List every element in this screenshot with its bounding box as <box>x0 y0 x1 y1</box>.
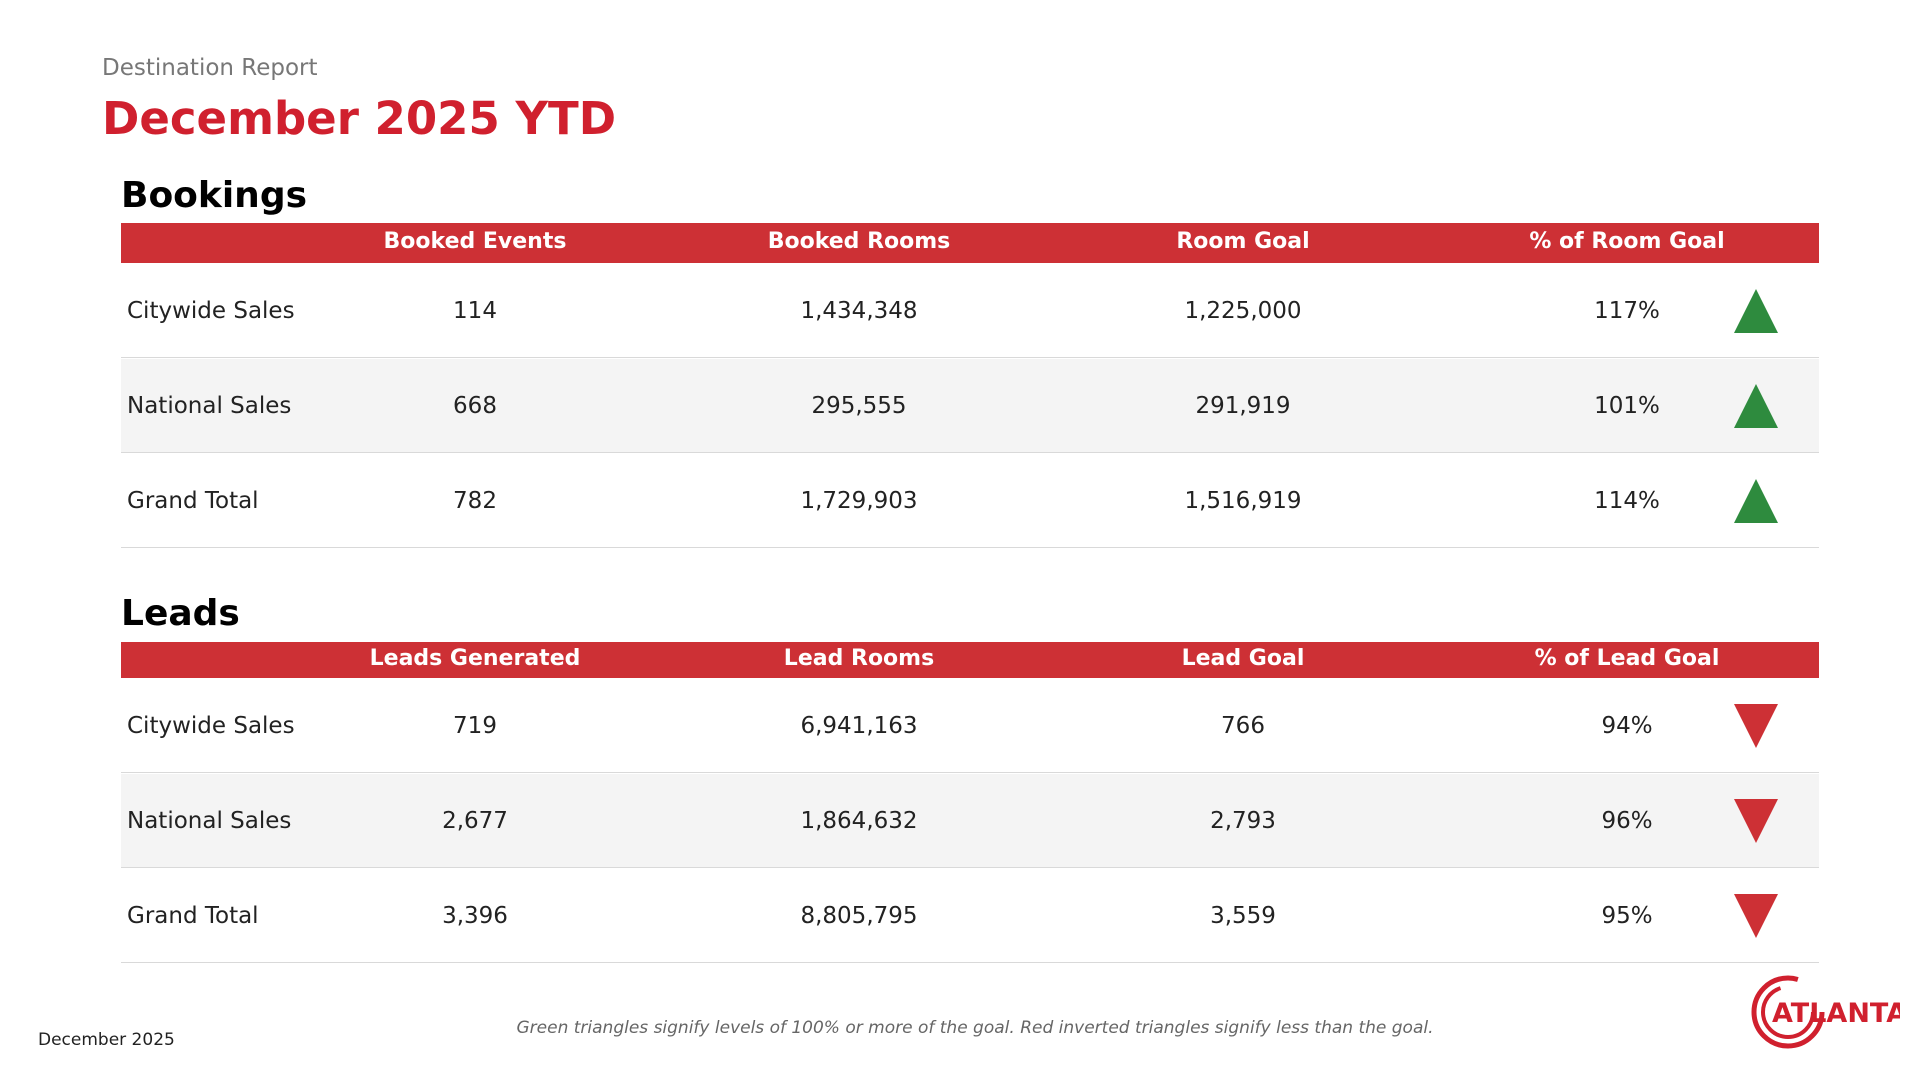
column-header: Leads Generated <box>369 646 581 671</box>
cell: 1,225,000 <box>1184 297 1302 324</box>
cell: 719 <box>453 712 497 739</box>
row-label: National Sales <box>127 392 292 419</box>
triangle-down <box>1734 703 1778 748</box>
title: December 2025 YTD <box>102 92 617 145</box>
row-label: Citywide Sales <box>127 712 295 739</box>
logo-text: ATLANTA <box>1772 998 1900 1029</box>
column-header: % of Lead Goal <box>1534 646 1720 671</box>
triangle-down <box>1734 893 1778 938</box>
row-label: Grand Total <box>127 902 259 929</box>
table-row: Citywide Sales 719 6,941,163 766 94% <box>121 679 1819 773</box>
cell: 295,555 <box>811 392 907 419</box>
table-row: Grand Total 3,396 8,805,795 3,559 95% <box>121 869 1819 963</box>
table-row: National Sales 668 295,555 291,919 101% <box>121 359 1819 453</box>
table-row: Grand Total 782 1,729,903 1,516,919 114% <box>121 454 1819 548</box>
triangle-down <box>1734 798 1778 843</box>
cell: 1,864,632 <box>800 807 918 834</box>
cell: 766 <box>1221 712 1265 739</box>
status-triangle <box>1734 478 1778 523</box>
cell: 1,729,903 <box>800 487 918 514</box>
footnote: Green triangles signify levels of 100% o… <box>516 1018 1434 1038</box>
status-triangle <box>1734 288 1778 333</box>
logo-ring <box>1751 975 1825 1049</box>
section-title: Leads <box>121 593 240 634</box>
cell: 8,805,795 <box>800 902 918 929</box>
cell: 3,396 <box>442 902 508 929</box>
table-header: Booked Events Booked Rooms Room Goal % of R… <box>121 223 1819 263</box>
subtitle: Destination Report <box>102 55 318 81</box>
cell: 1,516,919 <box>1184 487 1302 514</box>
column-header: Lead Goal <box>1181 646 1305 671</box>
row-label: Grand Total <box>127 487 259 514</box>
cell: 101% <box>1594 392 1660 419</box>
triangle-up <box>1734 383 1778 428</box>
row-label: Citywide Sales <box>127 297 295 324</box>
cell: 1,434,348 <box>800 297 918 324</box>
section-title: Bookings <box>121 175 308 216</box>
cell: 114% <box>1594 487 1660 514</box>
cell: 114 <box>453 297 497 324</box>
column-header: Room Goal <box>1176 229 1310 254</box>
cell: 782 <box>453 487 497 514</box>
cell: 291,919 <box>1195 392 1291 419</box>
logo: ATLANTA <box>1751 975 1900 1049</box>
cell: 3,559 <box>1210 902 1276 929</box>
triangle-up <box>1734 478 1778 523</box>
column-header: Lead Rooms <box>783 646 935 671</box>
status-triangle <box>1734 703 1778 748</box>
cell: 94% <box>1601 712 1653 739</box>
cell: 96% <box>1601 807 1653 834</box>
cell: 2,793 <box>1210 807 1276 834</box>
row-label: National Sales <box>127 807 292 834</box>
table-row: National Sales 2,677 1,864,632 2,793 96% <box>121 774 1819 868</box>
cell: 2,677 <box>442 807 508 834</box>
column-header: Booked Rooms <box>767 229 951 254</box>
cell: 95% <box>1601 902 1653 929</box>
cell: 6,941,163 <box>800 712 918 739</box>
cell: 668 <box>453 392 497 419</box>
column-header: % of Room Goal <box>1529 229 1725 254</box>
status-triangle <box>1734 893 1778 938</box>
logo-ring <box>1761 985 1815 1039</box>
footer-date: December 2025 <box>38 1030 175 1050</box>
column-header: Booked Events <box>383 229 567 254</box>
triangle-up <box>1734 288 1778 333</box>
status-triangle <box>1734 383 1778 428</box>
table-row: Citywide Sales 114 1,434,348 1,225,000 117% <box>121 264 1819 358</box>
cell: 117% <box>1594 297 1660 324</box>
table-header: Leads Generated Lead Rooms Lead Goal % of L… <box>121 642 1819 678</box>
status-triangle <box>1734 798 1778 843</box>
